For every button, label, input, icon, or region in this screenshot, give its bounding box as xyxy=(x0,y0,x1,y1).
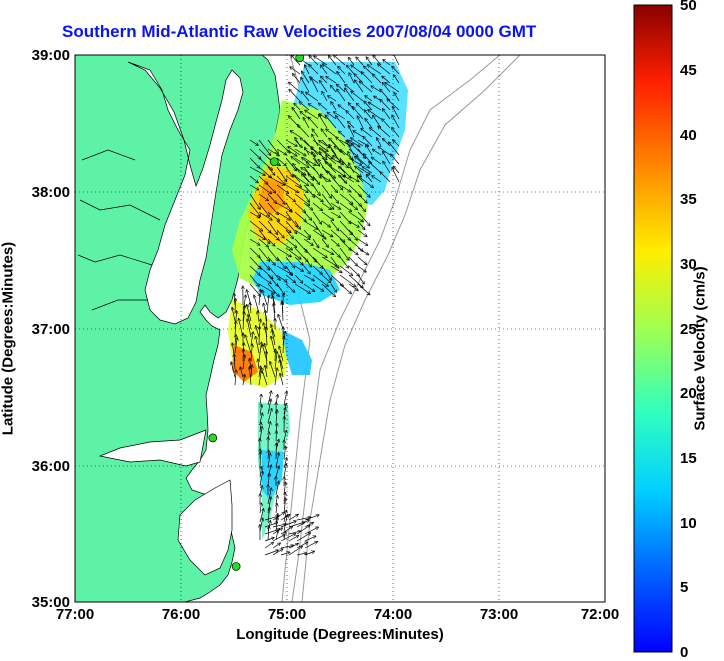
x-tick-label: 72:00 xyxy=(570,606,630,623)
colorbar-tick-label: 50 xyxy=(680,0,697,14)
x-tick-label: 74:00 xyxy=(363,606,423,623)
station-marker xyxy=(209,434,217,442)
x-tick-label: 77:00 xyxy=(45,606,105,623)
colorbar-tick-label: 40 xyxy=(680,127,697,144)
colorbar-tick-label: 5 xyxy=(680,579,688,596)
x-axis-label: Longitude (Degrees:Minutes) xyxy=(75,626,605,643)
colorbar-tick-label: 10 xyxy=(680,515,697,532)
station-marker xyxy=(270,158,278,166)
colorbar-tick-label: 45 xyxy=(680,62,697,79)
colorbar-label: Surface Velocity (cm/s) xyxy=(692,199,709,499)
x-tick-label: 73:00 xyxy=(469,606,529,623)
colorbar-tick-label: 0 xyxy=(680,644,688,661)
station-marker xyxy=(232,562,240,570)
y-axis-label: Latitude (Degrees:Minutes) xyxy=(0,139,17,539)
x-tick-label: 75:00 xyxy=(257,606,317,623)
x-tick-label: 76:00 xyxy=(151,606,211,623)
y-tick-label: 39:00 xyxy=(0,47,70,64)
colorbar xyxy=(634,5,672,652)
